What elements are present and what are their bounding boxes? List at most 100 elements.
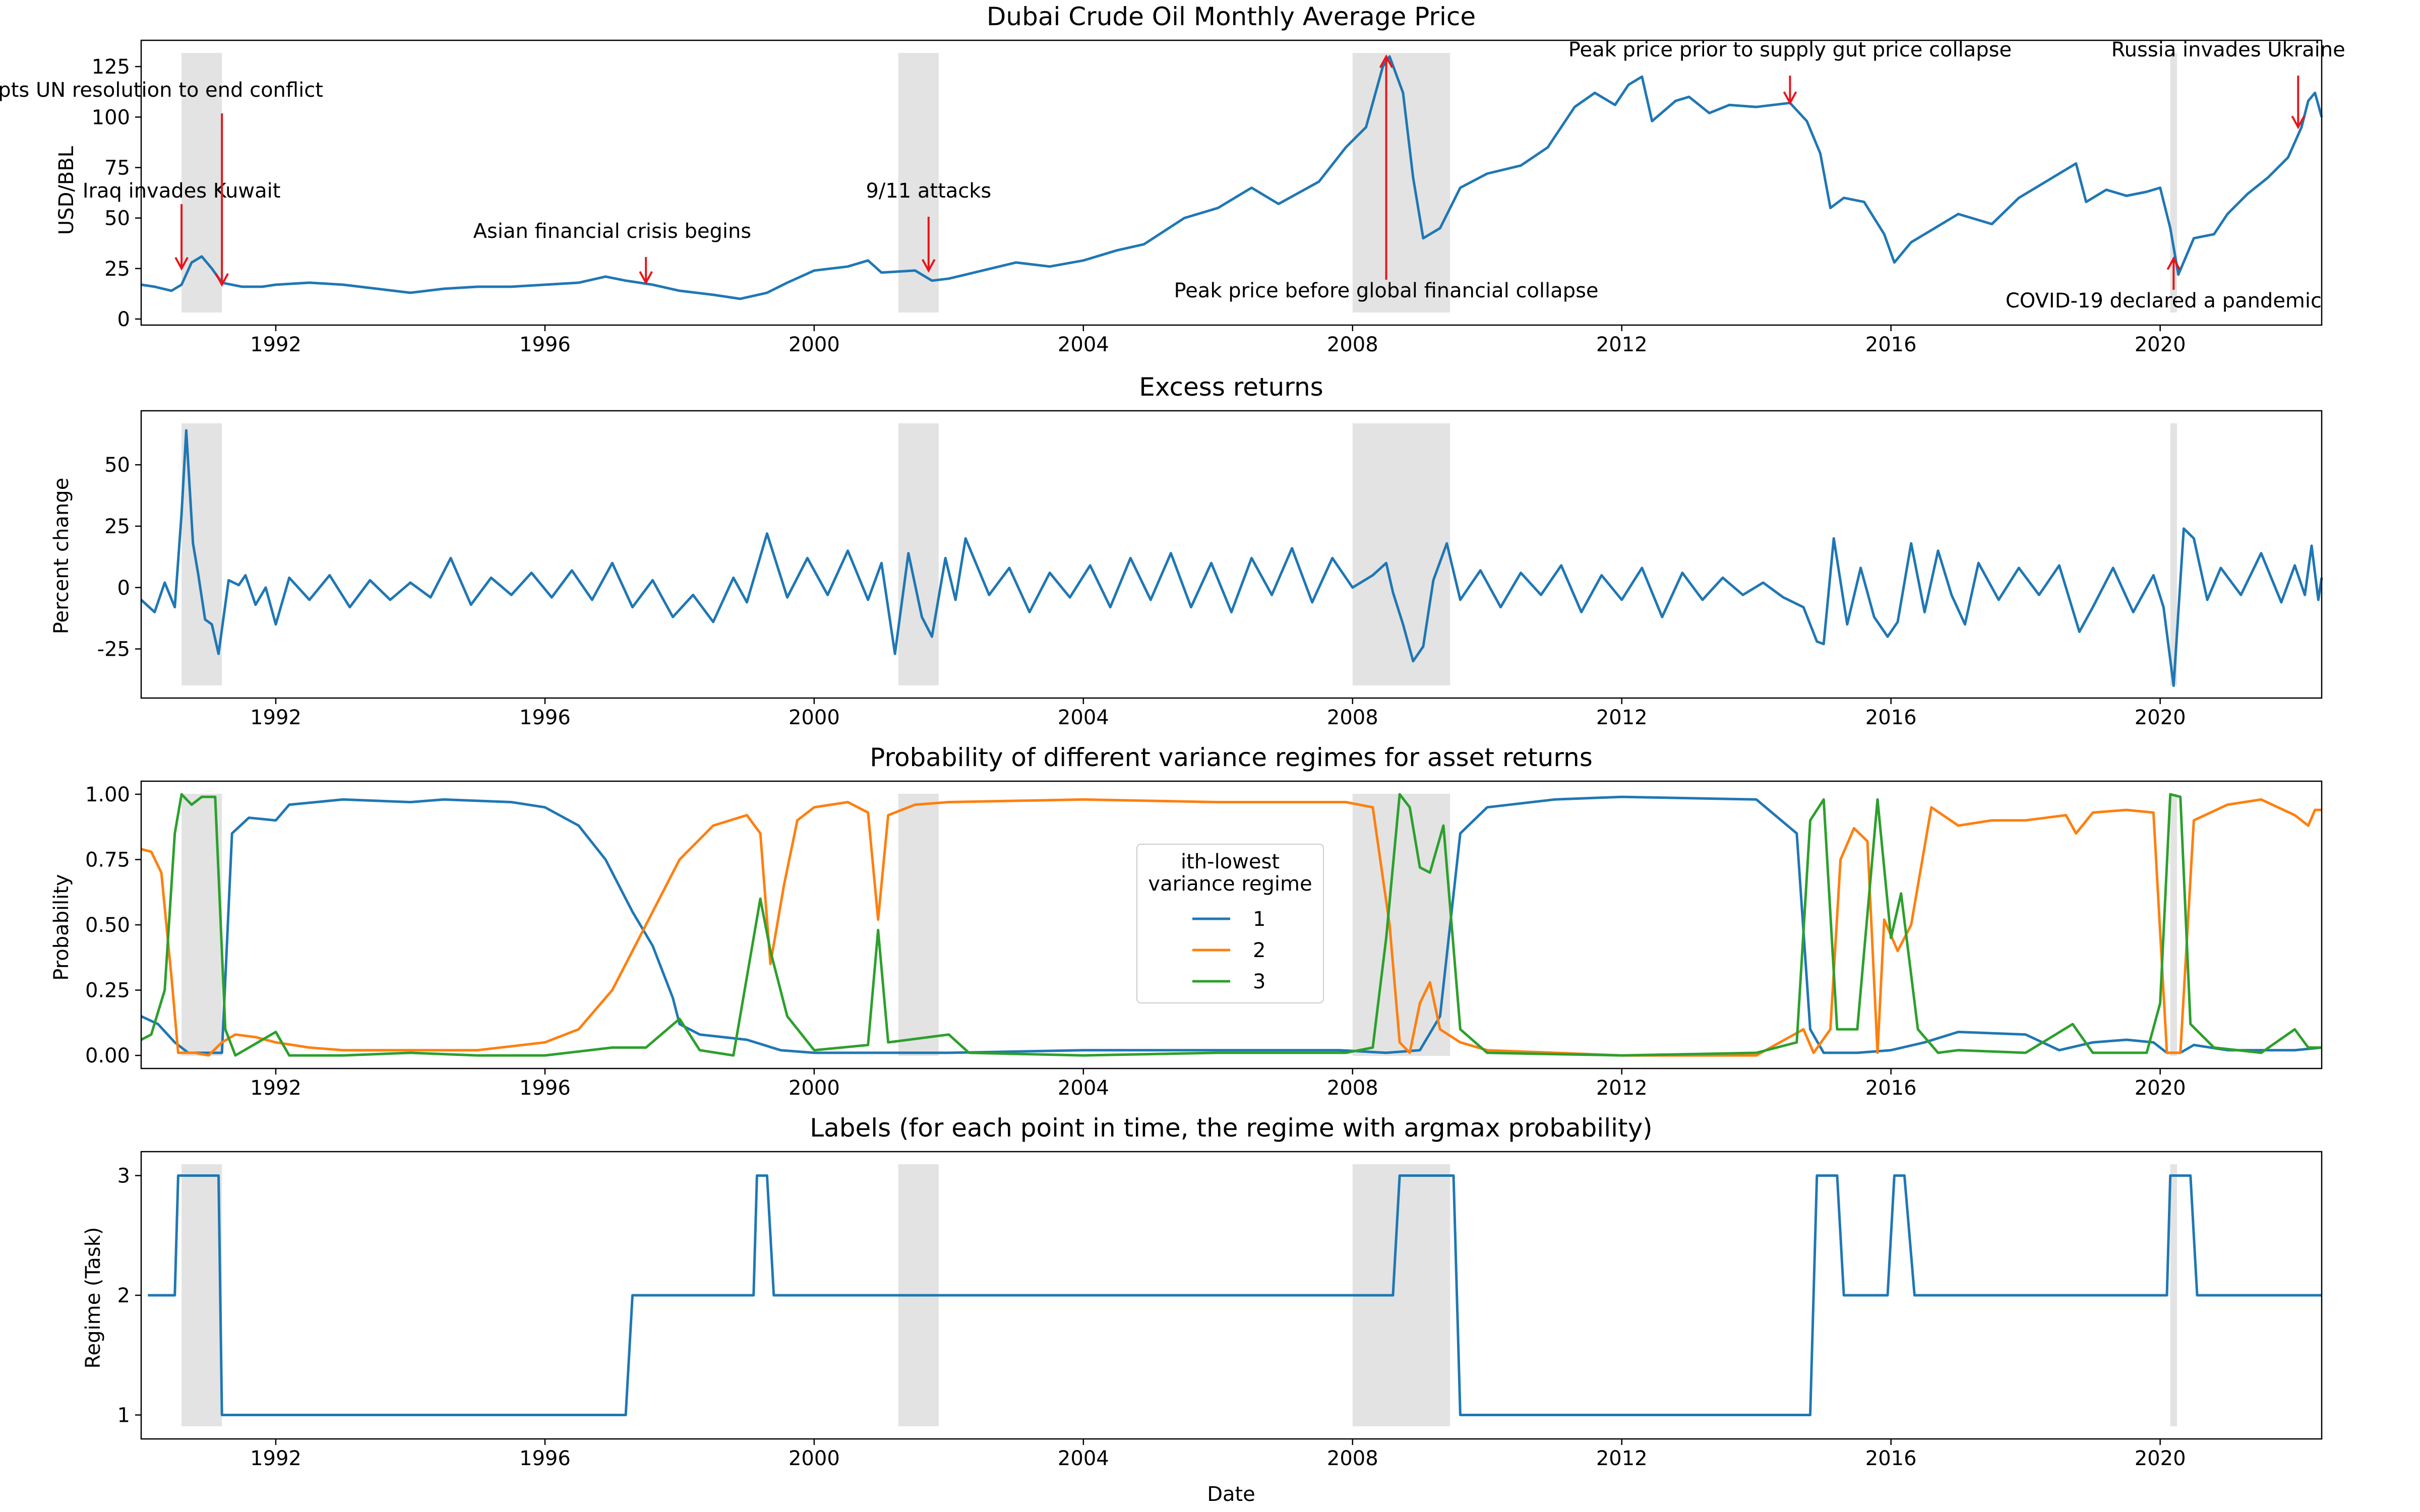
y-tick-label-1: 25 <box>104 258 130 281</box>
x-tick-label-1992: 1992 <box>250 1447 301 1470</box>
y-tick-label-2: 50 <box>104 207 130 230</box>
shaded-period-0 <box>182 1164 222 1426</box>
x-tick-label-2020: 2020 <box>2135 1447 2186 1470</box>
annotation-label-3: 9/11 attacks <box>866 179 991 203</box>
returns-y-axis-label: Percent change <box>50 478 73 634</box>
shaded-period-3 <box>2170 794 2177 1056</box>
x-tick-label-1992: 1992 <box>250 706 301 729</box>
annotation-label-0: Iraq invades Kuwait <box>83 179 281 203</box>
legend-title-line-0: ith-lowest <box>1181 850 1280 873</box>
x-tick-label-2016: 2016 <box>1865 1447 1917 1470</box>
labels-y-axis-label: Regime (Task) <box>82 1227 105 1369</box>
legend-label-1: 1 <box>1253 908 1265 931</box>
shaded-period-0 <box>182 794 222 1056</box>
shaded-period-2 <box>1352 794 1450 1056</box>
annotation-label-4: Peak price before global financial colla… <box>1174 279 1599 302</box>
x-tick-label-1996: 1996 <box>519 1077 571 1100</box>
y-tick-label-3: 75 <box>104 156 130 179</box>
x-tick-label-2020: 2020 <box>2135 1077 2186 1100</box>
legend-label-3: 3 <box>1253 970 1265 993</box>
series-line-1 <box>140 795 2322 1054</box>
x-tick-label-1992: 1992 <box>250 1077 301 1100</box>
plot-frame <box>140 39 2323 326</box>
x-tick-label-1992: 1992 <box>250 333 301 356</box>
y-tick-label-0: -25 <box>97 638 130 661</box>
shaded-period-1 <box>898 794 939 1056</box>
annotation-label-7: Russia invades Ukraine <box>2111 38 2345 61</box>
annotation-arrow-head-7 <box>2291 115 2306 130</box>
legend-label-2: 2 <box>1253 939 1265 962</box>
shaded-period-3 <box>2170 1164 2177 1426</box>
series-line-regime-label <box>148 1174 2322 1416</box>
x-tick-label-2020: 2020 <box>2135 706 2186 729</box>
annotation-arrow-head-5 <box>1783 91 1797 105</box>
x-tick-label-2016: 2016 <box>1865 1077 1917 1100</box>
x-tick-label-2000: 2000 <box>789 333 840 356</box>
y-tick-label-2: 3 <box>117 1165 130 1188</box>
x-tick-label-1996: 1996 <box>519 1447 571 1470</box>
series-line-excess-returns <box>140 429 2323 687</box>
x-tick-label-2016: 2016 <box>1865 333 1917 356</box>
x-tick-label-2000: 2000 <box>789 1077 840 1100</box>
annotation-arrow-head-3 <box>922 259 936 273</box>
annotation-arrow-head-2 <box>639 271 653 285</box>
annotation-label-1: Iraq accepts UN resolution to end confli… <box>0 79 323 102</box>
y-tick-label-0: 0 <box>117 308 130 331</box>
y-tick-label-1: 2 <box>117 1284 130 1307</box>
y-tick-label-1: 0 <box>117 577 130 600</box>
x-axis-label: Date <box>1207 1483 1255 1506</box>
y-tick-label-3: 0.75 <box>85 848 130 871</box>
shaded-period-2 <box>1352 53 1450 312</box>
regime-labels-panel: Labels (for each point in time, the regi… <box>82 1113 2323 1506</box>
annotation-label-5: Peak price prior to supply gut price col… <box>1568 38 2012 61</box>
y-tick-label-2: 0.50 <box>85 914 130 937</box>
y-tick-label-2: 25 <box>104 515 130 538</box>
x-tick-label-1996: 1996 <box>519 706 571 729</box>
x-tick-label-2012: 2012 <box>1596 1447 1648 1470</box>
y-tick-label-0: 1 <box>117 1404 130 1427</box>
x-tick-label-2020: 2020 <box>2135 333 2186 356</box>
price-panel: Dubai Crude Oil Monthly Average Price US… <box>0 2 2345 356</box>
x-tick-label-2008: 2008 <box>1327 706 1378 729</box>
x-tick-label-2008: 2008 <box>1327 1077 1378 1100</box>
x-tick-label-2004: 2004 <box>1058 1077 1109 1100</box>
y-tick-label-4: 100 <box>92 106 130 129</box>
x-tick-label-2012: 2012 <box>1596 333 1648 356</box>
returns-chart-title: Excess returns <box>1139 372 1323 402</box>
price-y-axis-label: USD/BBL <box>55 146 78 235</box>
x-tick-label-2004: 2004 <box>1058 706 1109 729</box>
shaded-period-1 <box>898 53 939 312</box>
series-line-dubai-crude-price <box>141 55 2323 300</box>
x-tick-label-2000: 2000 <box>789 706 840 729</box>
shaded-period-3 <box>2170 423 2177 685</box>
annotation-arrow-head-0 <box>174 257 189 271</box>
x-tick-label-2012: 2012 <box>1596 1077 1648 1100</box>
series-line-2 <box>141 798 2322 1057</box>
series-line-3 <box>140 793 2322 1057</box>
x-tick-label-2016: 2016 <box>1865 706 1917 729</box>
labels-chart-title: Labels (for each point in time, the regi… <box>810 1113 1652 1143</box>
y-tick-label-1: 0.25 <box>85 979 130 1002</box>
y-tick-label-0: 0.00 <box>85 1044 130 1067</box>
legend-box <box>1136 844 1324 1003</box>
shaded-period-3 <box>2170 53 2177 312</box>
excess-returns-panel: Excess returns Percent change 1992 1996 20… <box>50 372 2323 729</box>
x-tick-label-2004: 2004 <box>1058 1447 1109 1470</box>
y-tick-label-4: 1.00 <box>85 783 130 806</box>
legend-title-line-1: variance regime <box>1148 872 1312 896</box>
annotation-arrow-head-1 <box>215 273 229 287</box>
probability-y-axis-label: Probability <box>50 874 73 980</box>
x-tick-label-2004: 2004 <box>1058 333 1109 356</box>
price-chart-title: Dubai Crude Oil Monthly Average Price <box>987 2 1476 31</box>
x-tick-label-2012: 2012 <box>1596 706 1648 729</box>
annotation-label-6: COVID-19 declared a pandemic <box>2006 289 2322 312</box>
x-tick-label-1996: 1996 <box>519 333 571 356</box>
shaded-period-1 <box>898 423 939 685</box>
x-tick-label-2008: 2008 <box>1327 333 1378 356</box>
x-tick-label-2000: 2000 <box>789 1447 840 1470</box>
y-tick-label-5: 125 <box>92 55 130 79</box>
annotation-arrow-head-6 <box>2166 256 2181 270</box>
plot-frame <box>140 410 2323 699</box>
